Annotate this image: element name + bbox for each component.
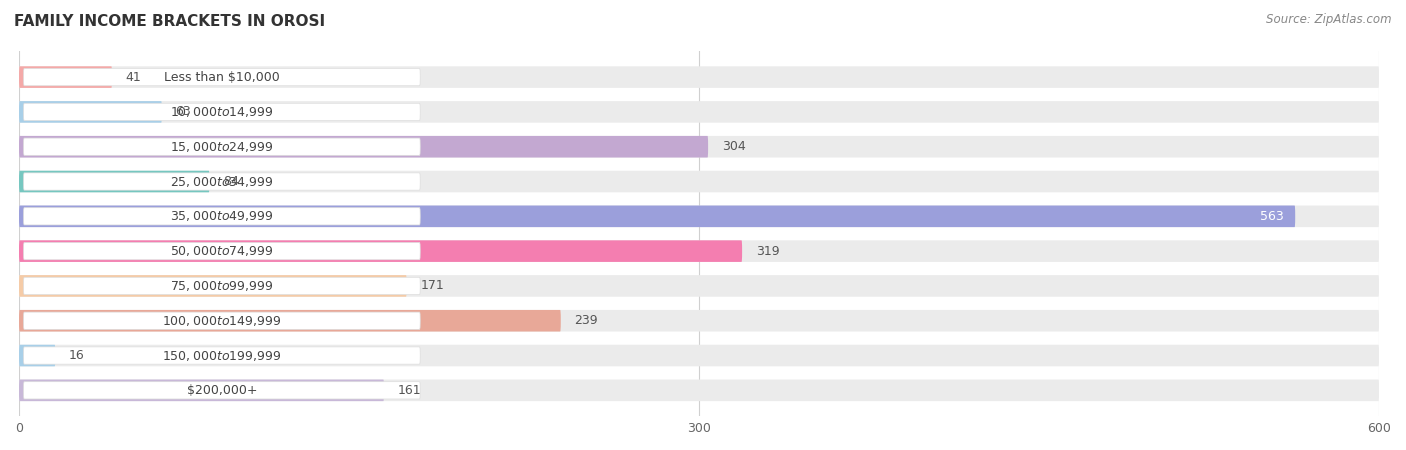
Text: 319: 319 — [755, 245, 779, 257]
FancyBboxPatch shape — [20, 275, 1379, 297]
FancyBboxPatch shape — [20, 379, 1379, 401]
FancyBboxPatch shape — [20, 240, 1379, 262]
FancyBboxPatch shape — [24, 138, 420, 155]
FancyBboxPatch shape — [24, 173, 420, 190]
Text: 16: 16 — [69, 349, 84, 362]
FancyBboxPatch shape — [24, 347, 420, 364]
FancyBboxPatch shape — [24, 208, 420, 225]
FancyBboxPatch shape — [20, 101, 1379, 123]
FancyBboxPatch shape — [20, 206, 1295, 227]
Text: Less than $10,000: Less than $10,000 — [165, 71, 280, 84]
FancyBboxPatch shape — [24, 277, 420, 295]
Text: 41: 41 — [125, 71, 141, 84]
Text: 84: 84 — [224, 175, 239, 188]
Text: 304: 304 — [721, 140, 745, 153]
FancyBboxPatch shape — [20, 206, 1379, 227]
Text: 563: 563 — [1260, 210, 1284, 223]
FancyBboxPatch shape — [24, 312, 420, 329]
FancyBboxPatch shape — [20, 240, 742, 262]
Text: 239: 239 — [575, 314, 598, 327]
FancyBboxPatch shape — [20, 345, 55, 366]
Text: $50,000 to $74,999: $50,000 to $74,999 — [170, 244, 274, 258]
FancyBboxPatch shape — [24, 104, 420, 121]
FancyBboxPatch shape — [20, 310, 561, 332]
FancyBboxPatch shape — [20, 275, 406, 297]
Text: $25,000 to $34,999: $25,000 to $34,999 — [170, 175, 274, 189]
FancyBboxPatch shape — [24, 243, 420, 260]
FancyBboxPatch shape — [20, 171, 1379, 192]
Text: $15,000 to $24,999: $15,000 to $24,999 — [170, 140, 274, 154]
Text: $10,000 to $14,999: $10,000 to $14,999 — [170, 105, 274, 119]
FancyBboxPatch shape — [20, 66, 112, 88]
Text: FAMILY INCOME BRACKETS IN OROSI: FAMILY INCOME BRACKETS IN OROSI — [14, 14, 325, 28]
FancyBboxPatch shape — [20, 136, 709, 158]
Text: $35,000 to $49,999: $35,000 to $49,999 — [170, 209, 274, 223]
Text: $200,000+: $200,000+ — [187, 384, 257, 397]
FancyBboxPatch shape — [20, 310, 1379, 332]
Text: 161: 161 — [398, 384, 422, 397]
Text: 63: 63 — [176, 105, 191, 118]
FancyBboxPatch shape — [20, 66, 1379, 88]
FancyBboxPatch shape — [24, 68, 420, 86]
Text: $100,000 to $149,999: $100,000 to $149,999 — [162, 314, 281, 328]
FancyBboxPatch shape — [20, 345, 1379, 366]
FancyBboxPatch shape — [24, 382, 420, 399]
FancyBboxPatch shape — [20, 171, 209, 192]
Text: 171: 171 — [420, 279, 444, 292]
Text: Source: ZipAtlas.com: Source: ZipAtlas.com — [1267, 14, 1392, 27]
Text: $75,000 to $99,999: $75,000 to $99,999 — [170, 279, 274, 293]
FancyBboxPatch shape — [20, 379, 384, 401]
FancyBboxPatch shape — [20, 101, 162, 123]
Text: $150,000 to $199,999: $150,000 to $199,999 — [162, 349, 281, 363]
FancyBboxPatch shape — [20, 136, 1379, 158]
